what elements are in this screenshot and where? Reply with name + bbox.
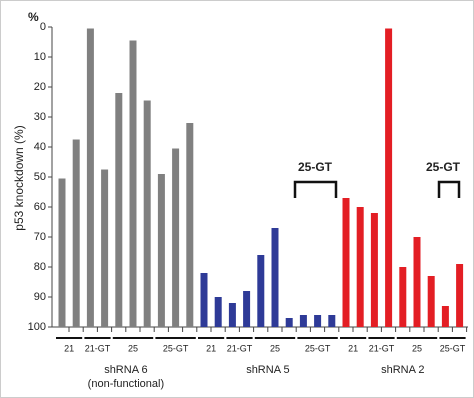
subgroup-label: 21-GT (227, 343, 253, 353)
annotation: 25-GT (426, 160, 461, 174)
bar (441, 306, 449, 327)
bar (271, 228, 279, 327)
bar (172, 148, 180, 327)
annotation: 25-GT (298, 160, 333, 174)
subgroup-label: 25 (128, 343, 138, 353)
y-tick-label: 0 (40, 21, 46, 33)
subgroup-label: 21 (348, 343, 358, 353)
subgroup-label: 25-GT (305, 343, 331, 353)
bracket (293, 180, 338, 198)
bar (456, 264, 464, 327)
bar (200, 273, 208, 327)
bar (413, 237, 421, 327)
subgroup-label: 25-GT (163, 343, 189, 353)
y-tick-label: 80 (34, 261, 46, 273)
subgroup-label: 25 (270, 343, 280, 353)
y-tick-label: 10 (34, 51, 46, 63)
subgroup-label: 25-GT (440, 343, 466, 353)
bar (228, 303, 236, 327)
group-label: (non-functional) (88, 378, 164, 390)
bar (129, 40, 137, 327)
bar (299, 315, 307, 327)
bar (399, 267, 407, 327)
subgroup-label: 21-GT (85, 343, 111, 353)
y-tick-label: 20 (34, 81, 46, 93)
bar (101, 169, 109, 327)
group-label: shRNA 2 (381, 364, 424, 376)
y-tick-label: 30 (34, 111, 46, 123)
bar (314, 315, 322, 327)
y-tick-label: 90 (34, 291, 46, 303)
subgroup-label: 21-GT (369, 343, 395, 353)
bar (328, 315, 336, 327)
bar (356, 207, 364, 327)
bar (342, 198, 350, 327)
y-tick-label: 100 (28, 321, 46, 333)
y-tick-label: 50 (34, 171, 46, 183)
bar (385, 28, 393, 327)
subgroup-label: 21 (206, 343, 216, 353)
bar (186, 123, 194, 327)
bar (370, 213, 378, 327)
bar (86, 28, 94, 327)
bar (285, 318, 293, 327)
group-label: shRNA 5 (246, 364, 289, 376)
bar (243, 291, 251, 327)
y-axis-label: p53 knockdown (%) (12, 125, 26, 230)
bracket (437, 180, 461, 198)
bar (214, 297, 222, 327)
bar (157, 174, 165, 327)
bar (427, 276, 435, 327)
y-tick-label: 60 (34, 201, 46, 213)
bar (115, 93, 123, 327)
bar (72, 139, 80, 327)
y-tick-label: 40 (34, 141, 46, 153)
bar (257, 255, 265, 327)
y-unit: % (28, 10, 39, 24)
subgroup-label: 25 (412, 343, 422, 353)
subgroup-label: 21 (64, 343, 74, 353)
bar (143, 100, 151, 327)
group-label: shRNA 6 (104, 364, 147, 376)
bar (58, 178, 66, 327)
y-tick-label: 70 (34, 231, 46, 243)
